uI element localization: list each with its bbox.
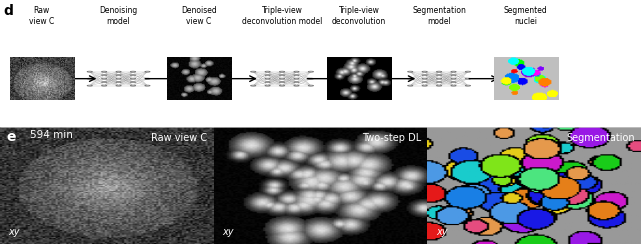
Circle shape	[422, 71, 428, 72]
Circle shape	[465, 71, 470, 72]
Circle shape	[279, 75, 285, 76]
Circle shape	[101, 75, 107, 76]
Circle shape	[294, 71, 299, 72]
Text: Triple-view
deconvolution: Triple-view deconvolution	[332, 6, 386, 26]
Circle shape	[422, 78, 428, 79]
Circle shape	[87, 85, 92, 86]
Text: Raw view C: Raw view C	[151, 133, 207, 143]
Circle shape	[265, 85, 271, 86]
Circle shape	[308, 85, 313, 86]
Circle shape	[130, 85, 136, 86]
Circle shape	[130, 78, 136, 79]
Circle shape	[465, 78, 470, 79]
Text: Denoising
model: Denoising model	[99, 6, 138, 26]
Text: Segmentation
model: Segmentation model	[412, 6, 466, 26]
Text: e: e	[6, 130, 16, 144]
Circle shape	[451, 71, 456, 72]
Circle shape	[422, 82, 428, 83]
Circle shape	[116, 78, 121, 79]
Circle shape	[265, 71, 271, 72]
Text: Segmentation: Segmentation	[566, 133, 635, 143]
Circle shape	[87, 71, 92, 72]
Text: Segmented
nuclei: Segmented nuclei	[504, 6, 547, 26]
Circle shape	[130, 82, 136, 83]
Text: xy: xy	[222, 227, 234, 237]
Circle shape	[130, 75, 136, 76]
Circle shape	[116, 82, 121, 83]
Circle shape	[294, 82, 299, 83]
Circle shape	[294, 85, 299, 86]
Circle shape	[145, 71, 150, 72]
Circle shape	[451, 78, 456, 79]
Circle shape	[308, 71, 313, 72]
Circle shape	[437, 75, 442, 76]
Circle shape	[87, 78, 92, 79]
Circle shape	[101, 82, 107, 83]
Circle shape	[251, 71, 256, 72]
Circle shape	[408, 85, 413, 86]
Circle shape	[251, 78, 256, 79]
Circle shape	[408, 78, 413, 79]
Circle shape	[451, 85, 456, 86]
Circle shape	[279, 85, 285, 86]
Circle shape	[437, 78, 442, 79]
Text: 594 min: 594 min	[30, 130, 73, 140]
Circle shape	[422, 75, 428, 76]
Circle shape	[294, 75, 299, 76]
Circle shape	[279, 71, 285, 72]
Circle shape	[116, 71, 121, 72]
Circle shape	[265, 78, 271, 79]
Text: Triple-view
deconvolution model: Triple-view deconvolution model	[242, 6, 322, 26]
Circle shape	[265, 75, 271, 76]
Circle shape	[101, 85, 107, 86]
Circle shape	[437, 85, 442, 86]
Circle shape	[279, 82, 285, 83]
Circle shape	[116, 85, 121, 86]
Circle shape	[279, 78, 285, 79]
Text: Two-step DL: Two-step DL	[362, 133, 421, 143]
Circle shape	[251, 85, 256, 86]
Circle shape	[408, 71, 413, 72]
Text: Raw
view C: Raw view C	[29, 6, 54, 26]
Circle shape	[101, 78, 107, 79]
Circle shape	[422, 85, 428, 86]
Circle shape	[145, 78, 150, 79]
Circle shape	[101, 71, 107, 72]
Text: Denoised
view C: Denoised view C	[181, 6, 217, 26]
Circle shape	[308, 78, 313, 79]
Text: xy: xy	[8, 227, 20, 237]
Circle shape	[130, 71, 136, 72]
Text: xy: xy	[436, 227, 447, 237]
Circle shape	[437, 71, 442, 72]
Circle shape	[437, 82, 442, 83]
Text: d: d	[3, 4, 13, 18]
Circle shape	[145, 85, 150, 86]
Circle shape	[451, 75, 456, 76]
Circle shape	[465, 85, 470, 86]
Circle shape	[265, 82, 271, 83]
Circle shape	[451, 82, 456, 83]
Circle shape	[116, 75, 121, 76]
Circle shape	[294, 78, 299, 79]
